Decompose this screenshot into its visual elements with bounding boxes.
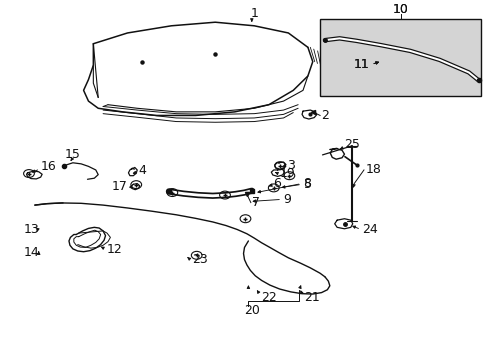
- Bar: [320, 19, 480, 96]
- Text: 25: 25: [344, 138, 360, 151]
- Text: 10: 10: [392, 3, 407, 16]
- Text: 13: 13: [24, 223, 40, 236]
- Text: 3: 3: [287, 159, 295, 172]
- Text: 1: 1: [250, 7, 258, 20]
- Text: 9: 9: [283, 193, 291, 206]
- Text: 14: 14: [24, 246, 40, 259]
- Text: 23: 23: [191, 253, 207, 266]
- Text: 18: 18: [365, 163, 381, 176]
- Text: 4: 4: [138, 164, 146, 177]
- Text: 19: 19: [279, 167, 295, 180]
- Text: 21: 21: [304, 291, 319, 304]
- Text: 16: 16: [41, 160, 57, 173]
- Text: 10: 10: [392, 3, 407, 16]
- Text: 8: 8: [303, 177, 310, 190]
- Text: 12: 12: [107, 243, 122, 256]
- Text: 11: 11: [353, 58, 368, 71]
- Text: 11: 11: [353, 58, 368, 71]
- Text: 24: 24: [362, 223, 378, 236]
- Text: 17: 17: [112, 180, 127, 193]
- Text: 6: 6: [272, 177, 280, 190]
- Text: 7: 7: [252, 196, 260, 209]
- Text: 22: 22: [261, 291, 277, 304]
- Text: 15: 15: [65, 148, 81, 161]
- Text: 20: 20: [244, 305, 259, 318]
- Text: 5: 5: [304, 178, 312, 191]
- Text: 2: 2: [321, 109, 329, 122]
